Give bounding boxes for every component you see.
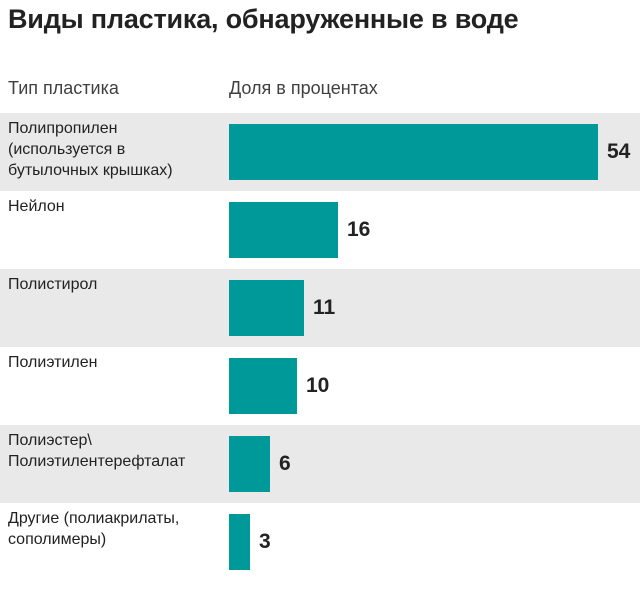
bar-row: Полиэтилен 10 [0, 347, 640, 425]
bar [229, 124, 598, 180]
category-label: Другие (полиакрилаты, сополимеры) [8, 510, 180, 548]
category-label: Нейлон [8, 198, 65, 215]
bar-row: Полипропилен (используется в бутылочных … [0, 113, 640, 191]
value-label: 3 [259, 530, 271, 553]
bar-row: Другие (полиакрилаты, сополимеры) 3 [0, 503, 640, 581]
bar-chart: Полипропилен (используется в бутылочных … [0, 113, 640, 581]
category-label: Полиэтилен [8, 354, 98, 371]
value-label: 10 [306, 374, 330, 397]
value-label: 54 [607, 140, 631, 163]
bar [229, 202, 338, 258]
bar-row: Полистирол 11 [0, 269, 640, 347]
category-label: Полипропилен (используется в бутылочных … [8, 120, 173, 179]
bar [229, 436, 270, 492]
column-header-share: Доля в процентах [229, 78, 378, 98]
value-label: 6 [279, 452, 291, 475]
column-header-type: Тип пластика [8, 78, 119, 98]
category-label: Полиэстер\ Полиэтилентерефталат [8, 432, 186, 470]
value-label: 11 [313, 296, 336, 319]
category-label: Полистирол [8, 276, 98, 293]
chart-title: Виды пластика, обнаруженные в воде [8, 4, 519, 34]
value-label: 16 [347, 218, 371, 241]
bar [229, 280, 304, 336]
bar [229, 358, 297, 414]
bar-row: Полиэстер\ Полиэтилентерефталат 6 [0, 425, 640, 503]
bar [229, 514, 250, 570]
bar-row: Нейлон 16 [0, 191, 640, 269]
